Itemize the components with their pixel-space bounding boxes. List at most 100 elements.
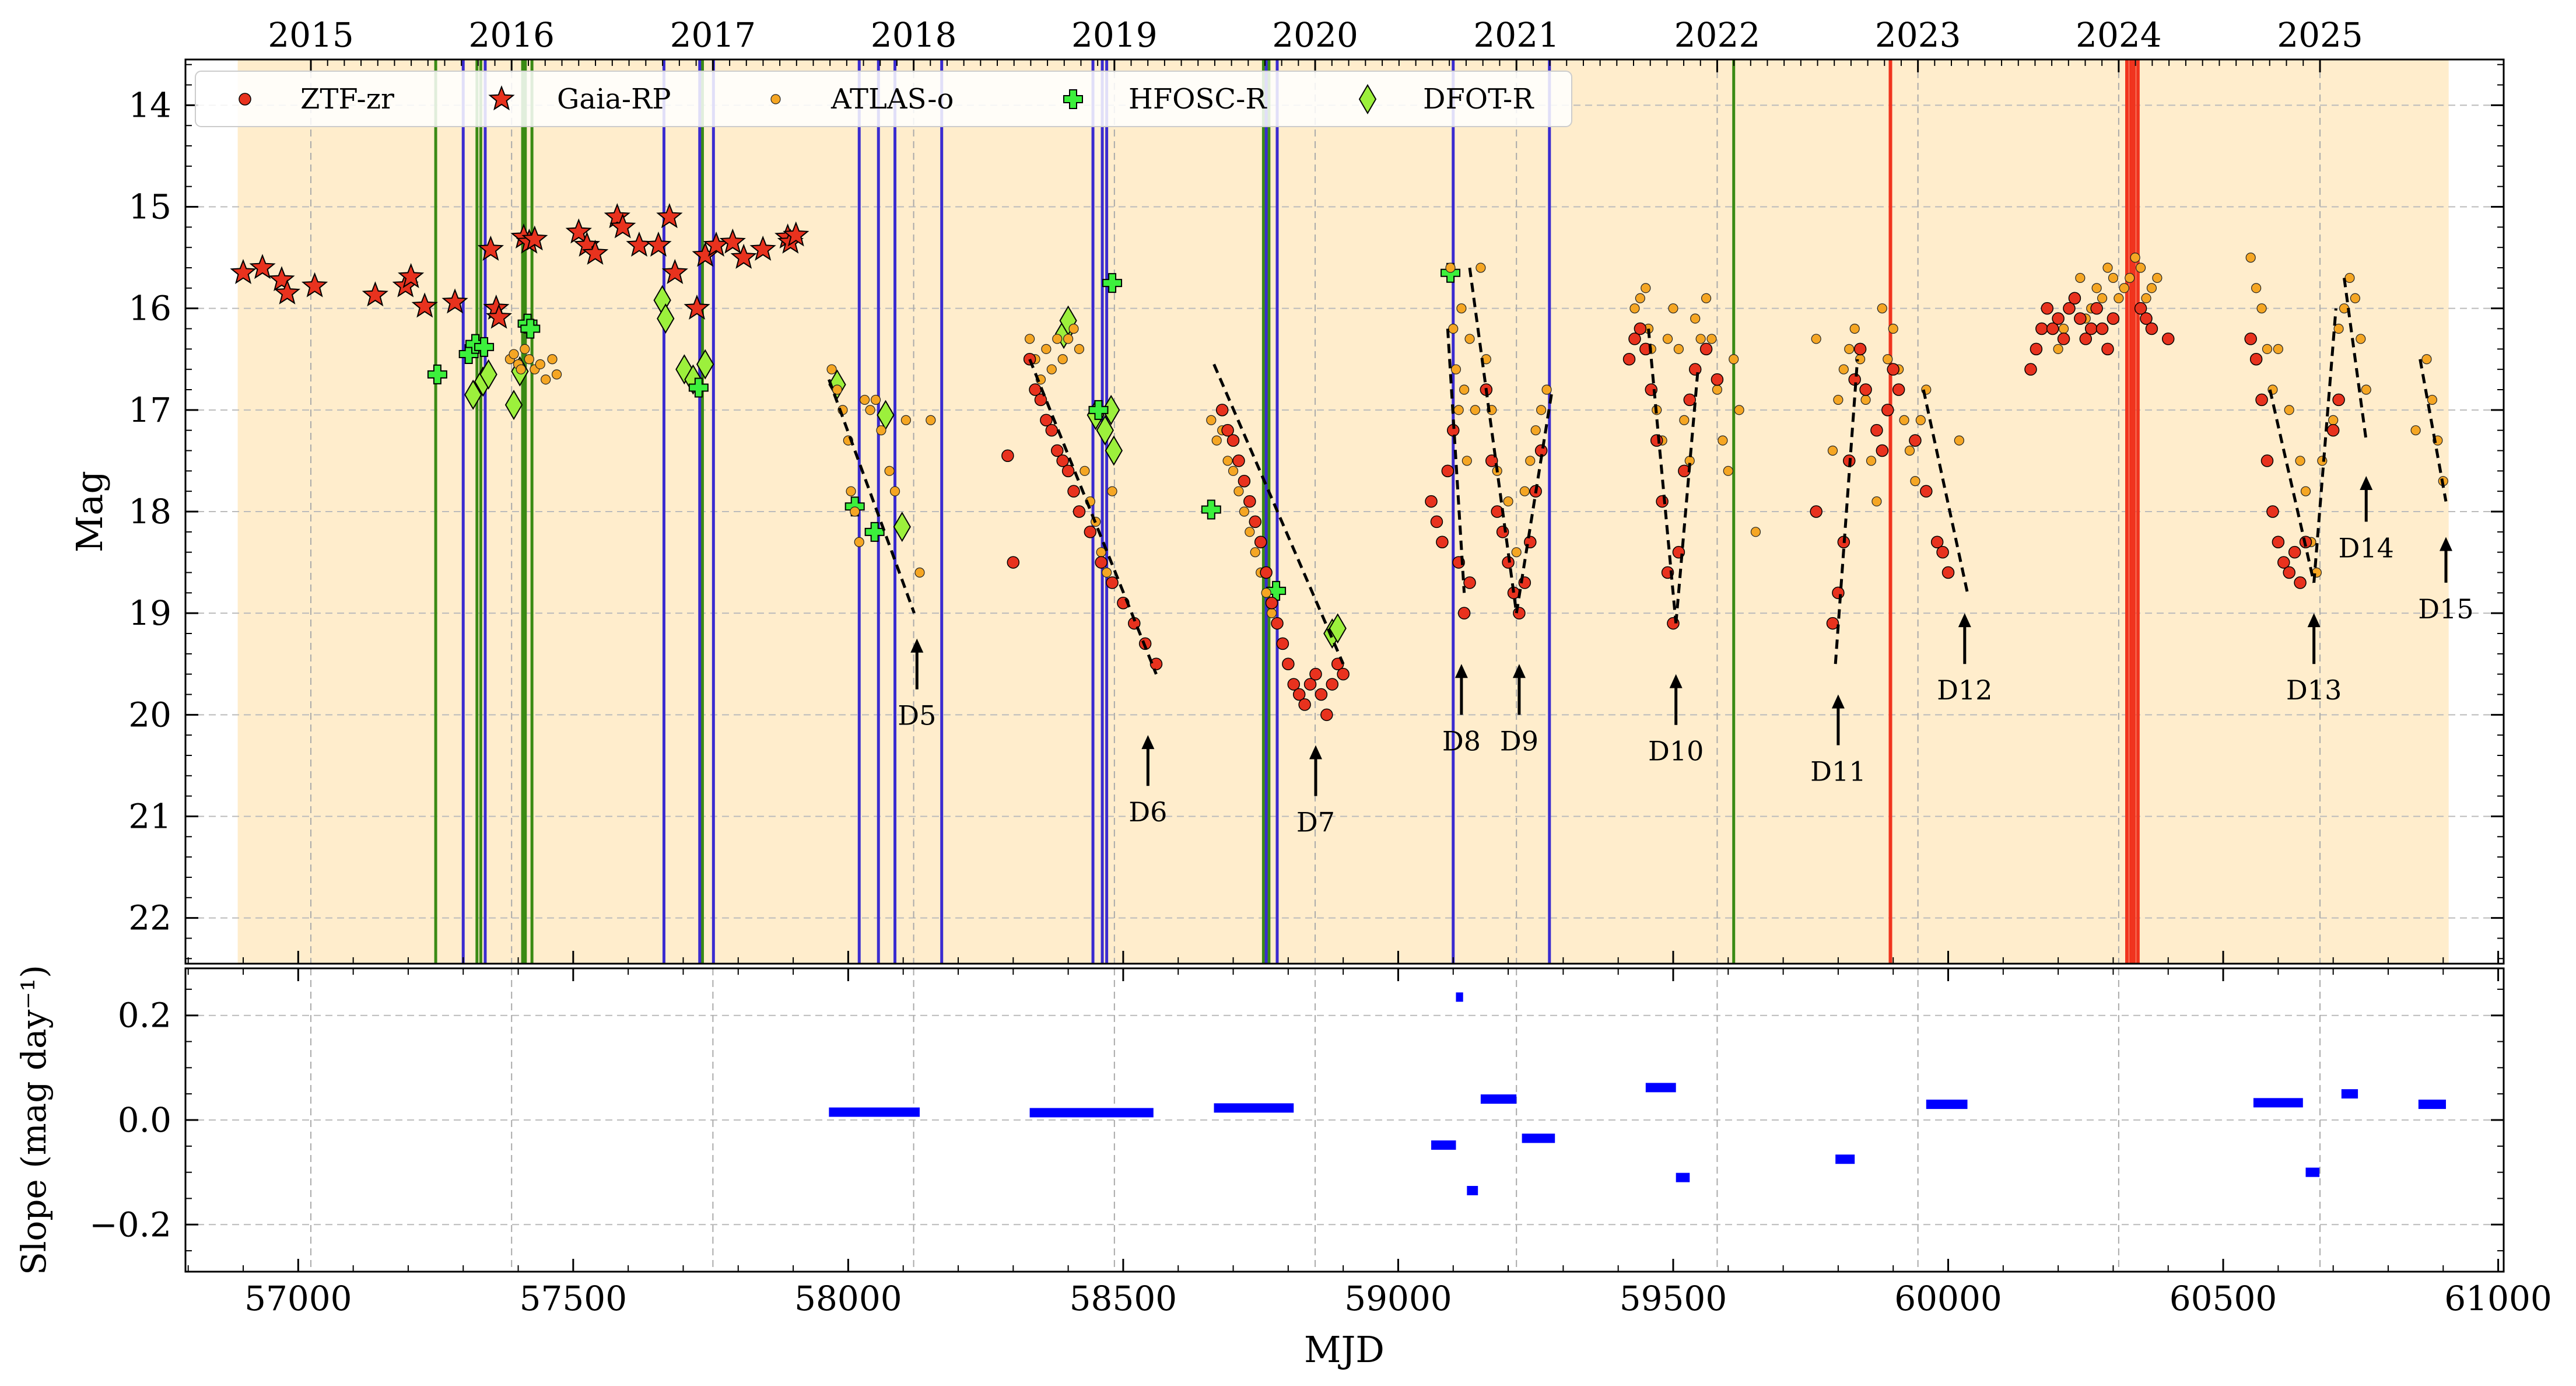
- gaia-rp-point: [411, 292, 438, 318]
- ztf-zr-point: [1832, 586, 1845, 600]
- ztf-zr-point: [2326, 424, 2340, 437]
- ztf-zr-point: [1276, 637, 1289, 650]
- legend-item-hfosc-r: HFOSC-R: [1063, 83, 1267, 116]
- slope-segment: [829, 1107, 920, 1117]
- atlas-o-point: [2333, 323, 2344, 334]
- atlas-o-point: [1695, 334, 1706, 344]
- top-ylabel: Mag: [68, 471, 111, 552]
- atlas-o-point: [1107, 486, 1117, 496]
- ztf-zr-point: [1628, 332, 1641, 345]
- slope-segment: [1645, 1083, 1676, 1093]
- ztf-zr-point: [1084, 526, 1097, 538]
- ztf-zr-point: [1315, 688, 1328, 701]
- atlas-o-point: [1063, 334, 1074, 344]
- hfosc-r-point: [864, 522, 885, 542]
- legend-marker: [770, 94, 781, 104]
- ztf-zr-point: [1292, 688, 1306, 701]
- atlas-o-point: [876, 425, 886, 436]
- mjd-tick-label: 57500: [520, 1279, 628, 1318]
- atlas-o-point: [2114, 293, 2124, 303]
- slope-segments: [829, 992, 2446, 1196]
- gaia-rp-point: [485, 303, 513, 329]
- atlas-o-point: [1954, 435, 1964, 446]
- hfosc-r-point: [1102, 273, 1123, 293]
- ztf-zr-point: [2057, 332, 2070, 345]
- atlas-o-point: [1718, 435, 1728, 446]
- atlas-o-point: [1228, 466, 1239, 476]
- y-tick-label: 14: [128, 85, 171, 125]
- dip-label: D15: [2418, 593, 2473, 625]
- atlas-o-point: [1673, 344, 1684, 354]
- slope-segment: [1926, 1100, 1968, 1110]
- dip-label: D5: [898, 700, 936, 732]
- gaia-rp-point: [521, 225, 548, 251]
- atlas-o-point: [1057, 354, 1068, 365]
- atlas-o-point: [865, 405, 875, 415]
- atlas-o-point: [1871, 496, 1882, 507]
- atlas-o-point: [2427, 394, 2438, 405]
- ztf-zr-point: [2244, 332, 2257, 345]
- dip-label: D13: [2286, 674, 2342, 706]
- ztf-zr-point: [1260, 566, 1273, 579]
- atlas-o-point: [1877, 303, 1887, 314]
- year-label: 2022: [1674, 15, 1761, 55]
- ztf-zr-point: [1622, 353, 1636, 366]
- mjd-tick-label: 58000: [794, 1279, 902, 1318]
- bottom-grid: [185, 968, 2504, 1272]
- atlas-o-point: [1833, 394, 1843, 405]
- ztf-zr-point: [2288, 545, 2301, 559]
- slope-segment: [1522, 1133, 1555, 1143]
- atlas-o-point: [1453, 405, 1464, 415]
- x-axis-label: MJD: [1304, 1328, 1385, 1371]
- slope-segment: [2418, 1100, 2446, 1110]
- ztf-zr-point: [1045, 424, 1059, 437]
- dip-label: D9: [1500, 725, 1538, 757]
- slope-segment: [1431, 1140, 1456, 1150]
- year-label: 2025: [2277, 15, 2363, 55]
- legend-label: DFOT-R: [1423, 83, 1534, 116]
- linear-fit-line: [1515, 389, 1554, 614]
- atlas-o-point: [1723, 466, 1733, 476]
- atlas-o-point: [2328, 415, 2339, 425]
- mjd-tick-label: 61000: [2444, 1279, 2552, 1318]
- atlas-o-point: [2356, 334, 2366, 344]
- legend-label: ZTF-zr: [300, 83, 394, 116]
- ztf-zr-point: [1243, 495, 1256, 508]
- atlas-o-point: [1459, 384, 1470, 395]
- atlas-o-point: [1860, 394, 1871, 405]
- atlas-o-point: [1102, 567, 1112, 578]
- mjd-tick-label: 60000: [1894, 1279, 2002, 1318]
- legend: ZTF-zr Gaia-RP ATLAS-o HFOSC-R DFOT-R: [195, 71, 1572, 127]
- gaia-rp-point: [581, 239, 609, 265]
- ztf-zr-point: [1711, 373, 1724, 386]
- atlas-o-point: [870, 394, 881, 405]
- hfosc-r-point: [844, 496, 865, 517]
- ztf-zr-point: [1463, 576, 1476, 589]
- ztf-zr-point: [2068, 292, 2081, 305]
- atlas-o-point: [1052, 334, 1063, 344]
- mjd-tick-label: 60500: [2170, 1279, 2277, 1318]
- atlas-o-point: [1445, 262, 1456, 273]
- hfosc-r-point: [520, 318, 541, 339]
- atlas-o-point: [1750, 527, 1761, 537]
- slope-segment: [2305, 1167, 2320, 1177]
- dfot-r-point: [1105, 435, 1123, 466]
- atlas-o-point: [1888, 323, 1898, 334]
- ztf-zr-point: [2079, 332, 2093, 345]
- ztf-zr-point: [1232, 454, 1245, 467]
- ztf-zr-point: [1303, 678, 1317, 691]
- ztf-zr-point: [1859, 383, 1872, 396]
- ztf-zr-point: [1892, 383, 1905, 396]
- ztf-zr-point: [2090, 302, 2103, 315]
- ztf-zr-point: [1441, 464, 1455, 478]
- atlas-o-point: [1827, 445, 1838, 456]
- gaia-rp-point: [398, 262, 425, 288]
- atlas-o-point: [884, 466, 895, 476]
- atlas-o-point: [1662, 334, 1673, 344]
- slope-panel: 0.2 0.0 −0.2 57000 57500 58000 58500 59000 59500…: [14, 965, 2552, 1371]
- legend-box: [195, 71, 1572, 127]
- mjd-tick-label: 58500: [1070, 1279, 1177, 1318]
- atlas-o-point: [2245, 253, 2256, 263]
